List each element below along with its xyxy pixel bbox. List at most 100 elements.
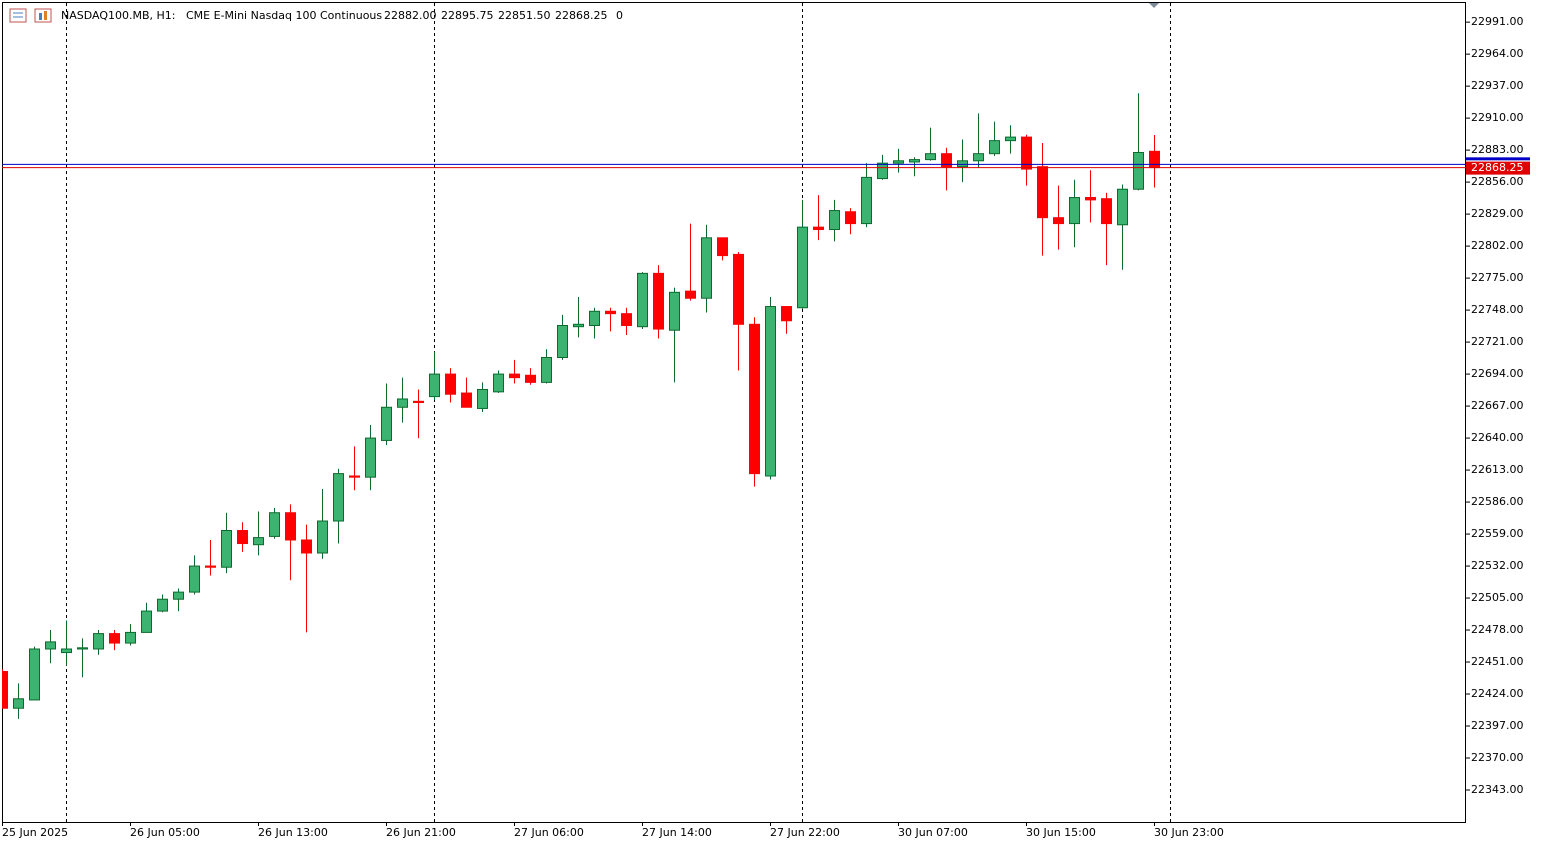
candle-body: [253, 537, 264, 546]
candle-body: [77, 647, 88, 650]
candle-body: [541, 356, 552, 383]
ask-marker: [1466, 157, 1530, 161]
candle-body: [349, 475, 360, 478]
candle-body: [445, 373, 456, 395]
period-separators: [66, 3, 1171, 822]
toolbar-icons: [9, 8, 52, 23]
y-tick-label: 22694.00: [1471, 367, 1524, 380]
candle-body: [653, 272, 664, 330]
quote-low: 22851.50: [498, 9, 551, 22]
y-tick-label: 22721.00: [1471, 335, 1524, 348]
y-tick-label: 22370.00: [1471, 751, 1524, 764]
candle-body: [333, 473, 344, 522]
candle-body: [189, 565, 200, 593]
candle-body: [957, 160, 968, 168]
candle-body: [285, 512, 296, 541]
description: CME E-Mini Nasdaq 100 Continuous: [186, 9, 382, 22]
x-tick-label: 26 Jun 21:00: [386, 826, 456, 839]
last-price-box: [1466, 161, 1530, 175]
candle-body: [397, 398, 408, 408]
candle-body: [493, 373, 504, 393]
y-tick-label: 22883.00: [1471, 143, 1524, 156]
quote-volume: 0: [616, 9, 623, 22]
y-tick-label: 22397.00: [1471, 719, 1524, 732]
candle-body: [845, 211, 856, 225]
y-tick-label: 22532.00: [1471, 559, 1524, 572]
quote-open: 22882.00: [384, 9, 437, 22]
candle-body: [1149, 150, 1160, 169]
candle-body: [1133, 151, 1144, 190]
candle-body: [685, 290, 696, 299]
y-tick-label: 22829.00: [1471, 207, 1524, 220]
x-tick-label: 27 Jun 14:00: [642, 826, 712, 839]
x-tick-label: 30 Jun 07:00: [898, 826, 968, 839]
candle-body: [269, 512, 280, 537]
candle-body: [765, 306, 776, 477]
y-tick-label: 22937.00: [1471, 79, 1524, 92]
plot-frame: [2, 2, 1466, 823]
candle-body: [973, 153, 984, 162]
candle-body: [461, 392, 472, 408]
shift-marker[interactable]: [1149, 3, 1159, 8]
y-tick-label: 22613.00: [1471, 463, 1524, 476]
candle-body: [749, 323, 760, 475]
candle-body: [141, 610, 152, 633]
candle-body: [781, 306, 792, 322]
candle-body: [829, 210, 840, 231]
candle-body: [381, 406, 392, 441]
candle-body: [669, 291, 680, 331]
candle-body: [861, 176, 872, 225]
candle-body: [45, 641, 56, 650]
candle-body: [941, 153, 952, 168]
candle-body: [237, 529, 248, 545]
candle-body: [525, 374, 536, 383]
candle-body: [29, 648, 40, 701]
candle-body: [13, 698, 24, 709]
plot: [2, 93, 1466, 719]
candle-body: [717, 237, 728, 257]
candle-body: [605, 310, 616, 315]
y-tick-label: 22748.00: [1471, 303, 1524, 316]
candle-body: [909, 159, 920, 163]
quote-close: 22868.25: [555, 9, 608, 22]
y-tick-label: 22586.00: [1471, 495, 1524, 508]
candle-body: [477, 388, 488, 409]
y-tick-label: 22802.00: [1471, 239, 1524, 252]
icon[interactable]: [34, 8, 52, 23]
quote-high: 22895.75: [441, 9, 494, 22]
candle-body: [1053, 217, 1064, 225]
icon[interactable]: [9, 8, 27, 23]
candle-body: [893, 160, 904, 164]
candle-body: [813, 226, 824, 231]
y-tick-label: 22856.00: [1471, 175, 1524, 188]
y-tick-label: 22424.00: [1471, 687, 1524, 700]
candle-body: [989, 140, 1000, 155]
candle-body: [573, 323, 584, 328]
last-price-label: 22868.25: [1471, 161, 1524, 174]
candle-body: [733, 253, 744, 325]
candle-body: [429, 373, 440, 398]
candle-body: [1085, 197, 1096, 201]
candle-body: [1037, 166, 1048, 219]
y-tick-label: 22451.00: [1471, 655, 1524, 668]
candle-body: [317, 520, 328, 554]
candle-body: [589, 310, 600, 326]
candle-body: [61, 648, 72, 654]
y-tick-label: 22964.00: [1471, 47, 1524, 60]
x-tick-label: 30 Jun 15:00: [1026, 826, 1096, 839]
y-tick-label: 22910.00: [1471, 111, 1524, 124]
candle-body: [173, 591, 184, 600]
candle-body: [109, 633, 120, 644]
symbol: NASDAQ100.MB, H1:: [61, 9, 176, 22]
candle-body: [797, 226, 808, 309]
x-tick-label: 26 Jun 05:00: [130, 826, 200, 839]
y-tick-label: 22559.00: [1471, 527, 1524, 540]
y-tick-label: 22505.00: [1471, 591, 1524, 604]
x-tick-label: 27 Jun 22:00: [770, 826, 840, 839]
candle-body: [413, 400, 424, 404]
candle-body: [877, 162, 888, 180]
candle-body: [701, 237, 712, 299]
candle-body: [93, 633, 104, 650]
icon-bar: [44, 11, 47, 20]
y-tick-label: 22991.00: [1471, 15, 1524, 28]
